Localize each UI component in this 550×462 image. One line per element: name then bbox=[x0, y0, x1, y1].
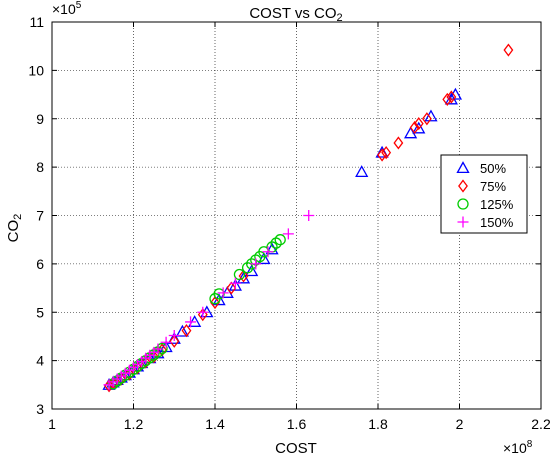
point-75 bbox=[210, 295, 220, 310]
plot-frame bbox=[51, 21, 542, 410]
y-tick-label: 6 bbox=[36, 256, 44, 272]
legend-label-125: 125% bbox=[480, 197, 514, 212]
legend-symbol-75 bbox=[458, 179, 468, 193]
data-points bbox=[102, 43, 514, 393]
point-75 bbox=[181, 324, 192, 338]
legend-label-75: 75% bbox=[480, 179, 506, 194]
x-multiplier: ×108 bbox=[503, 439, 533, 456]
x-tick-label: 2 bbox=[456, 416, 464, 432]
point-75 bbox=[409, 120, 420, 135]
point-75 bbox=[393, 136, 404, 150]
legend-symbols bbox=[456, 161, 470, 228]
point-75 bbox=[442, 92, 453, 106]
legend-symbol-125 bbox=[457, 198, 469, 210]
axis-ticks: 1 1.2 1.4 1.6 1.8 2 2.2 3 4 5 6 7 8 9 10 11 bbox=[28, 14, 550, 432]
point-75 bbox=[413, 117, 424, 131]
legend-box bbox=[440, 154, 528, 234]
x-tick-label: 1.6 bbox=[287, 416, 307, 432]
point-75 bbox=[446, 90, 457, 104]
point-75 bbox=[104, 379, 114, 393]
point-75 bbox=[226, 281, 237, 295]
point-150 bbox=[185, 316, 197, 328]
legend-label-50: 50% bbox=[480, 161, 506, 176]
point-75 bbox=[377, 148, 388, 162]
y-tick-label: 10 bbox=[28, 62, 44, 78]
point-50 bbox=[412, 121, 426, 134]
x-tick-label: 2.2 bbox=[531, 416, 550, 432]
point-75 bbox=[381, 146, 392, 160]
y-tick-label: 8 bbox=[36, 159, 44, 175]
point-75 bbox=[132, 361, 143, 375]
point-75 bbox=[124, 367, 135, 381]
point-150 bbox=[152, 343, 164, 355]
x-tick-label: 1 bbox=[48, 416, 56, 432]
point-125 bbox=[233, 268, 246, 281]
chart-title: COST vs CO2 bbox=[249, 5, 342, 24]
point-150 bbox=[168, 329, 180, 341]
legend-symbol-150 bbox=[457, 216, 469, 228]
y-tick-label: 11 bbox=[29, 14, 44, 30]
y-tick-label: 5 bbox=[36, 304, 44, 320]
point-50 bbox=[175, 324, 190, 337]
point-150 bbox=[229, 277, 241, 289]
y-tick-label: 4 bbox=[36, 353, 44, 369]
y-multiplier: ×105 bbox=[52, 0, 82, 17]
legend-symbol-50 bbox=[456, 161, 470, 174]
point-150 bbox=[262, 246, 274, 258]
point-75 bbox=[238, 269, 249, 283]
x-tick-label: 1.2 bbox=[124, 416, 144, 432]
x-tick-label: 1.8 bbox=[368, 416, 388, 432]
x-axis-label: COST bbox=[275, 440, 317, 457]
point-150 bbox=[160, 336, 172, 348]
point-125 bbox=[241, 262, 254, 274]
point-75 bbox=[421, 112, 432, 126]
y-tick-label: 9 bbox=[36, 111, 44, 127]
point-75 bbox=[140, 355, 151, 369]
y-axis-label: CO2 bbox=[5, 214, 24, 243]
point-75 bbox=[169, 334, 180, 348]
point-150 bbox=[303, 210, 315, 221]
point-75 bbox=[503, 43, 514, 57]
point-50 bbox=[245, 264, 259, 277]
point-150 bbox=[250, 258, 262, 270]
y-tick-label: 3 bbox=[36, 401, 44, 417]
grid bbox=[52, 22, 541, 409]
point-125 bbox=[274, 234, 286, 246]
point-150 bbox=[282, 228, 294, 240]
legend-label-150: 150% bbox=[480, 215, 514, 230]
point-50 bbox=[167, 332, 181, 344]
point-50 bbox=[375, 145, 389, 158]
point-125 bbox=[213, 288, 225, 300]
point-50 bbox=[355, 165, 369, 178]
point-50 bbox=[265, 242, 279, 255]
point-150 bbox=[217, 287, 229, 299]
point-150 bbox=[197, 306, 209, 318]
legend: 50% 75% 125% 150% bbox=[440, 154, 528, 234]
x-tick-label: 1.4 bbox=[205, 416, 225, 432]
y-tick-label: 7 bbox=[36, 208, 44, 224]
